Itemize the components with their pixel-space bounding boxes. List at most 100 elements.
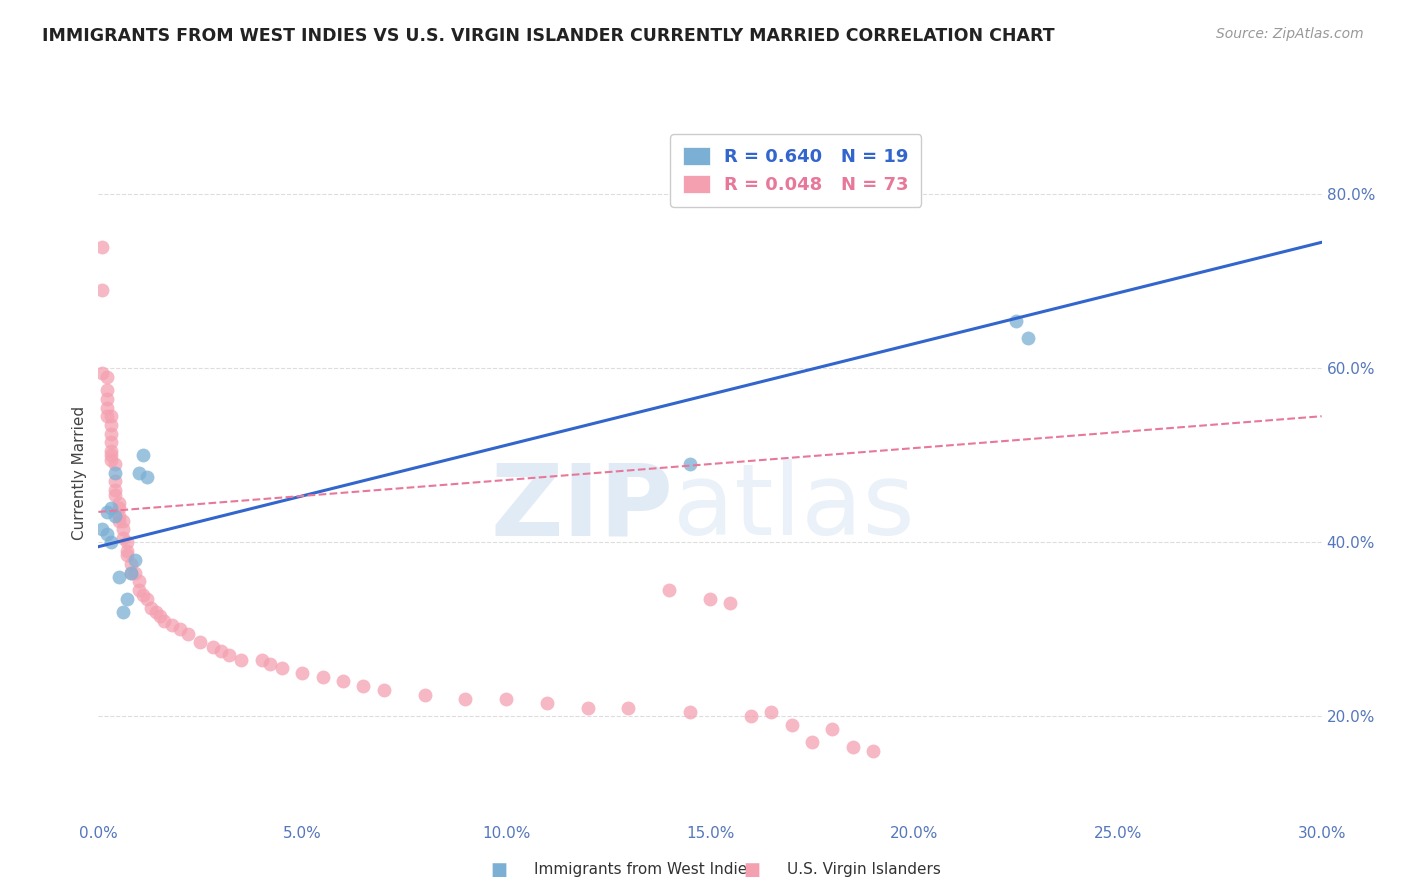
Point <box>576 700 599 714</box>
Point <box>617 700 640 714</box>
Point <box>160 618 183 632</box>
Point <box>209 644 232 658</box>
Point <box>100 500 122 515</box>
Point <box>115 591 138 606</box>
Point <box>91 240 114 254</box>
Text: Immigrants from West Indies: Immigrants from West Indies <box>534 863 755 877</box>
Point <box>128 583 150 598</box>
Text: ■: ■ <box>744 861 761 879</box>
Point <box>96 505 118 519</box>
Point <box>108 500 131 515</box>
Point <box>100 535 122 549</box>
Point <box>862 744 884 758</box>
Point <box>132 448 155 462</box>
Point <box>761 705 783 719</box>
Point <box>1017 331 1039 345</box>
Point <box>124 552 146 567</box>
Point <box>332 674 354 689</box>
Point <box>821 723 844 737</box>
Point <box>136 470 159 484</box>
Point <box>218 648 240 663</box>
Point <box>145 605 167 619</box>
Point <box>100 426 122 441</box>
Point <box>96 401 118 415</box>
Point <box>169 623 191 637</box>
Point <box>96 370 118 384</box>
Text: ■: ■ <box>491 861 508 879</box>
Point <box>96 526 118 541</box>
Point <box>111 514 134 528</box>
Point <box>108 496 131 510</box>
Point <box>141 600 163 615</box>
Point <box>120 566 142 580</box>
Point <box>111 531 134 545</box>
Text: ZIP: ZIP <box>491 459 673 556</box>
Point <box>1004 313 1026 327</box>
Point <box>780 718 803 732</box>
Point <box>536 696 558 710</box>
Point <box>104 475 127 489</box>
Point <box>104 509 127 524</box>
Point <box>413 688 436 702</box>
Point <box>91 366 114 380</box>
Point <box>136 591 159 606</box>
Point <box>177 626 200 640</box>
Point <box>454 692 477 706</box>
Point <box>188 635 212 649</box>
Point <box>352 679 374 693</box>
Point <box>120 557 142 571</box>
Point <box>720 596 742 610</box>
Point <box>120 566 142 580</box>
Point <box>104 457 127 471</box>
Point <box>250 653 273 667</box>
Point <box>104 487 127 501</box>
Point <box>679 457 702 471</box>
Point <box>841 739 863 754</box>
Point <box>128 574 150 589</box>
Point <box>128 466 150 480</box>
Point <box>115 535 138 549</box>
Point <box>100 448 122 462</box>
Text: U.S. Virgin Islanders: U.S. Virgin Islanders <box>787 863 941 877</box>
Point <box>679 705 702 719</box>
Point <box>100 444 122 458</box>
Point <box>100 452 122 467</box>
Point <box>740 709 762 723</box>
Point <box>91 522 114 536</box>
Point <box>291 665 314 680</box>
Point <box>115 549 138 563</box>
Point <box>312 670 335 684</box>
Text: IMMIGRANTS FROM WEST INDIES VS U.S. VIRGIN ISLANDER CURRENTLY MARRIED CORRELATIO: IMMIGRANTS FROM WEST INDIES VS U.S. VIRG… <box>42 27 1054 45</box>
Point <box>108 509 131 524</box>
Point <box>104 466 127 480</box>
Point <box>100 435 122 450</box>
Point <box>124 566 146 580</box>
Point <box>96 392 118 406</box>
Point <box>658 583 681 598</box>
Legend: R = 0.640   N = 19, R = 0.048   N = 73: R = 0.640 N = 19, R = 0.048 N = 73 <box>671 134 921 207</box>
Point <box>132 587 155 601</box>
Point <box>152 614 174 628</box>
Text: atlas: atlas <box>673 459 915 556</box>
Point <box>801 735 824 749</box>
Point <box>495 692 517 706</box>
Point <box>231 653 253 667</box>
Point <box>96 383 118 397</box>
Point <box>149 609 172 624</box>
Point <box>270 661 294 675</box>
Point <box>91 283 114 297</box>
Point <box>96 409 118 424</box>
Point <box>100 409 122 424</box>
Point <box>108 514 131 528</box>
Text: Source: ZipAtlas.com: Source: ZipAtlas.com <box>1216 27 1364 41</box>
Point <box>104 483 127 498</box>
Point <box>699 591 721 606</box>
Point <box>201 640 224 654</box>
Point <box>259 657 281 671</box>
Point <box>373 683 395 698</box>
Point <box>100 417 122 432</box>
Point <box>111 522 134 536</box>
Point <box>111 605 134 619</box>
Point <box>115 544 138 558</box>
Point <box>108 570 131 584</box>
